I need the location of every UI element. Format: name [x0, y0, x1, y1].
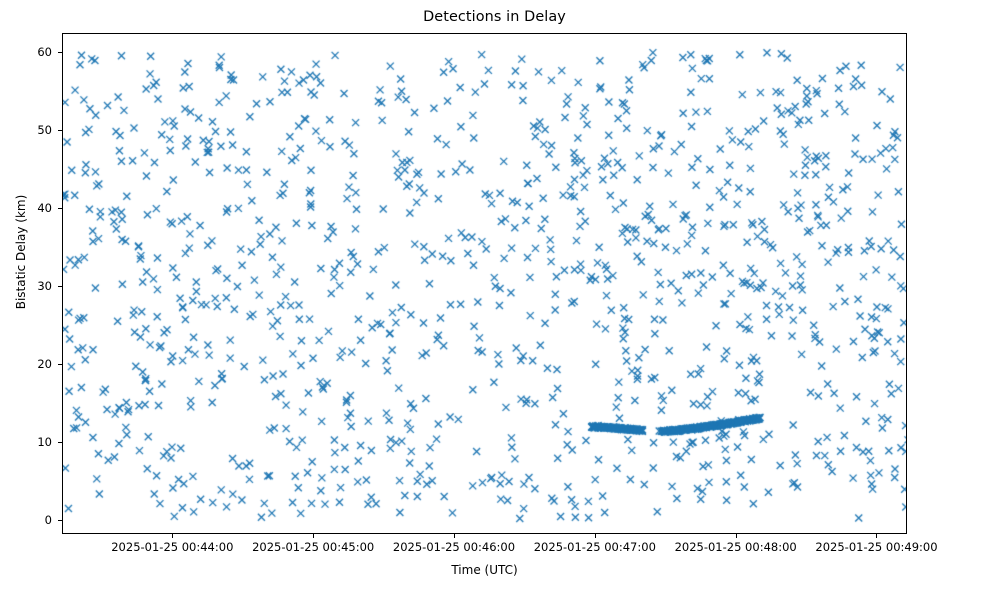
y-tick-mark	[58, 519, 62, 521]
x-tick-mark	[172, 534, 174, 538]
y-axis-label: Bistatic Delay (km)	[14, 194, 28, 310]
x-tick-label: 2025-01-25 00:44:00	[111, 540, 234, 554]
x-tick-label: 2025-01-25 00:49:00	[815, 540, 938, 554]
y-tick-label: 10	[37, 435, 52, 450]
y-tick-label: 60	[37, 45, 52, 60]
y-tick-mark	[58, 286, 62, 288]
plot-axes-area	[62, 33, 907, 534]
x-tick-label: 2025-01-25 00:48:00	[674, 540, 797, 554]
x-tick-mark	[876, 534, 878, 538]
x-tick-label: 2025-01-25 00:45:00	[252, 540, 375, 554]
x-tick-label: 2025-01-25 00:46:00	[392, 540, 516, 554]
y-tick-label: 20	[37, 357, 52, 372]
y-tick-mark	[58, 364, 62, 366]
scatter-plot-canvas	[63, 34, 906, 533]
y-tick-mark	[58, 442, 62, 444]
x-tick-mark	[594, 534, 596, 538]
y-tick-label: 40	[37, 201, 52, 216]
x-tick-mark	[313, 534, 315, 538]
y-tick-label: 0	[44, 512, 52, 527]
chart-title: Detections in Delay	[423, 9, 566, 25]
y-tick-label: 50	[37, 123, 52, 138]
y-tick-mark	[58, 208, 62, 210]
x-tick-mark	[735, 534, 737, 538]
y-tick-label: 30	[37, 279, 52, 294]
x-tick-mark	[453, 534, 455, 538]
x-tick-label: 2025-01-25 00:47:00	[533, 540, 656, 554]
x-axis-label: Time (UTC)	[451, 563, 518, 577]
y-tick-mark	[58, 52, 62, 54]
y-tick-mark	[58, 130, 62, 132]
